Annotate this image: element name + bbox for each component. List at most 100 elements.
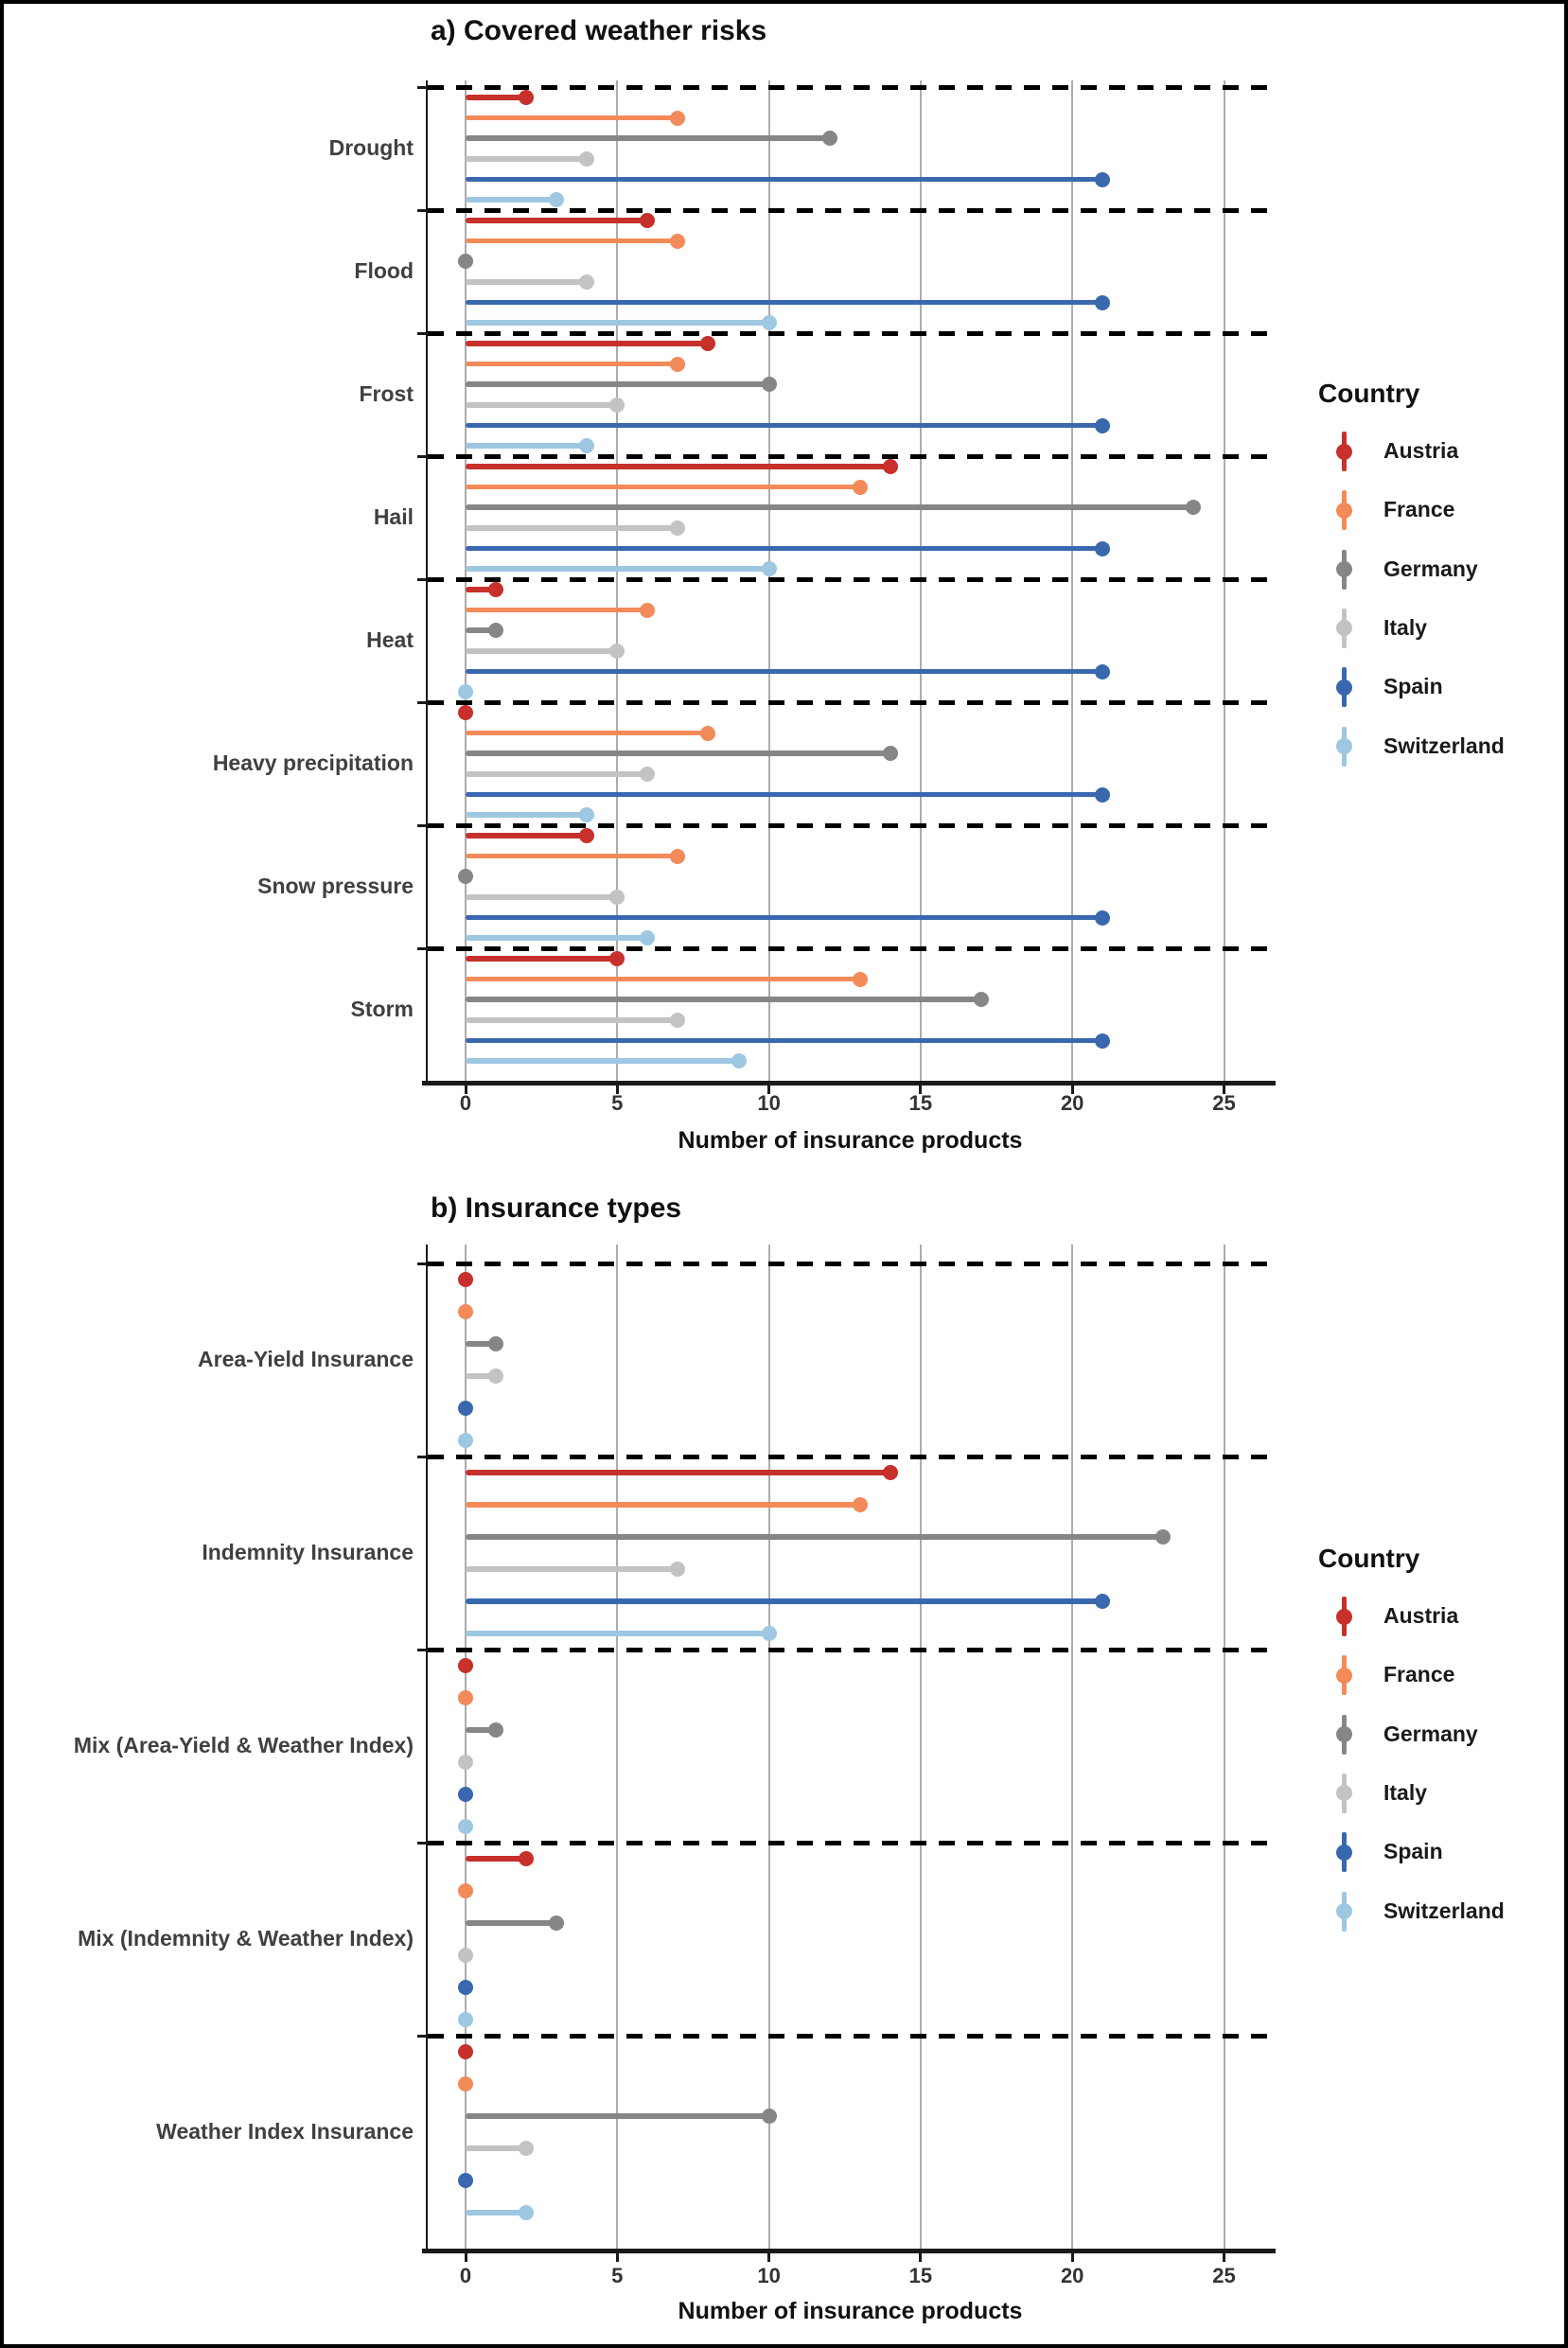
lollipop-stem xyxy=(466,1856,527,1862)
lollipop-dot xyxy=(488,1368,504,1384)
lollipop-stem xyxy=(466,607,648,613)
lollipop-dot xyxy=(852,479,868,495)
x-tick-label: 25 xyxy=(1212,1091,1236,1115)
y-axis-tick xyxy=(417,1455,426,1458)
category-separator xyxy=(428,699,1273,705)
lollipop-dot xyxy=(609,889,625,905)
lollipop-stem xyxy=(466,443,588,449)
x-tick xyxy=(767,1086,771,1094)
y-axis-line xyxy=(426,1245,428,2249)
lollipop-dot xyxy=(488,623,504,639)
lollipop-stem xyxy=(466,1341,497,1347)
lollipop-stem xyxy=(466,299,1103,306)
lollipop-dot xyxy=(488,581,504,597)
gridline-x-20 xyxy=(1071,1245,1074,2249)
lollipop-stem xyxy=(466,2145,527,2151)
lollipop-dot xyxy=(1095,1033,1111,1049)
lollipop-stem xyxy=(466,1534,1164,1540)
lollipop-stem xyxy=(466,361,678,367)
lollipop-stem xyxy=(466,1037,1103,1044)
lollipop-dot xyxy=(519,2141,535,2156)
lollipop-dot xyxy=(458,1980,473,1995)
legend-marker-dot xyxy=(1335,1844,1352,1861)
lollipop-dot xyxy=(700,335,716,351)
y-axis-tick xyxy=(417,454,426,458)
category-separator xyxy=(428,1840,1273,1845)
legend-marker-dot xyxy=(1335,679,1352,696)
lollipop-stem xyxy=(466,1727,497,1733)
y-axis-tick xyxy=(417,700,426,704)
lollipop-dot xyxy=(1095,294,1111,310)
lollipop-stem xyxy=(466,2210,527,2216)
lollipop-dot xyxy=(1095,909,1111,926)
lollipop-dot xyxy=(458,1433,473,1448)
lollipop-stem xyxy=(466,1017,678,1023)
lollipop-stem xyxy=(466,833,588,839)
x-tick xyxy=(464,1086,467,1094)
lollipop-stem xyxy=(466,176,1103,183)
gridline-x-0 xyxy=(465,1245,467,2249)
lollipop-dot xyxy=(700,725,716,741)
lollipop-stem xyxy=(466,115,678,121)
legend-label: France xyxy=(1383,497,1455,522)
x-tick xyxy=(615,2253,619,2262)
category-label: Snow pressure xyxy=(257,874,414,899)
lollipop-dot xyxy=(458,1755,473,1770)
lollipop-dot xyxy=(670,233,686,249)
category-label: Area-Yield Insurance xyxy=(198,1347,414,1372)
lollipop-dot xyxy=(458,254,473,270)
lollipop-dot xyxy=(761,377,777,393)
lollipop-dot xyxy=(609,397,625,413)
lollipop-stem xyxy=(466,341,709,346)
legend-marker-dot xyxy=(1335,1667,1352,1684)
x-tick-label: 20 xyxy=(1060,1091,1084,1115)
lollipop-dot xyxy=(579,274,595,290)
lollipop-stem xyxy=(466,812,588,818)
lollipop-stem xyxy=(466,914,1103,921)
panel-a-title: a) Covered weather risks xyxy=(431,15,767,46)
category-separator xyxy=(428,2033,1273,2039)
lollipop-dot xyxy=(458,2173,473,2188)
legend-label: Austria xyxy=(1383,438,1459,463)
category-label: Indemnity Insurance xyxy=(202,1540,414,1565)
lollipop-dot xyxy=(458,684,473,700)
lollipop-stem xyxy=(466,853,678,859)
category-label: Heat xyxy=(366,627,414,653)
lollipop-stem xyxy=(466,525,678,531)
category-label: Hail xyxy=(373,504,414,530)
lollipop-dot xyxy=(640,212,656,228)
x-tick-label: 15 xyxy=(908,2264,933,2287)
lollipop-stem xyxy=(466,238,678,244)
legend-marker-dot xyxy=(1335,738,1352,754)
lollipop-dot xyxy=(579,827,595,843)
category-label: Storm xyxy=(350,997,414,1022)
lollipop-dot xyxy=(1155,1529,1172,1545)
lollipop-stem xyxy=(466,1502,860,1508)
lollipop-dot xyxy=(761,561,777,577)
lollipop-dot xyxy=(670,848,686,864)
lollipop-dot xyxy=(882,746,898,762)
lollipop-stem xyxy=(466,95,527,100)
lollipop-stem xyxy=(466,135,830,141)
panel-a-x-axis-title: Number of insurance products xyxy=(678,1127,1023,1154)
lollipop-stem xyxy=(466,976,860,982)
category-separator xyxy=(428,945,1273,951)
lollipop-stem xyxy=(466,484,860,490)
category-label: Frost xyxy=(359,381,414,407)
category-separator xyxy=(428,207,1273,213)
lollipop-dot xyxy=(458,2076,473,2092)
lollipop-dot xyxy=(579,438,595,454)
y-axis-tick xyxy=(417,577,426,581)
lollipop-dot xyxy=(458,1658,473,1673)
lollipop-stem xyxy=(466,1566,678,1572)
lollipop-stem xyxy=(466,381,769,387)
lollipop-dot xyxy=(458,704,473,720)
legend-label: Germany xyxy=(1383,556,1478,581)
x-tick xyxy=(1223,1086,1225,1094)
legend-marker-dot xyxy=(1335,561,1352,578)
legend-a-title: Country xyxy=(1318,379,1420,408)
x-tick-label: 0 xyxy=(459,1091,472,1115)
lollipop-dot xyxy=(1186,500,1202,516)
gridline-x-5 xyxy=(616,1245,619,2249)
